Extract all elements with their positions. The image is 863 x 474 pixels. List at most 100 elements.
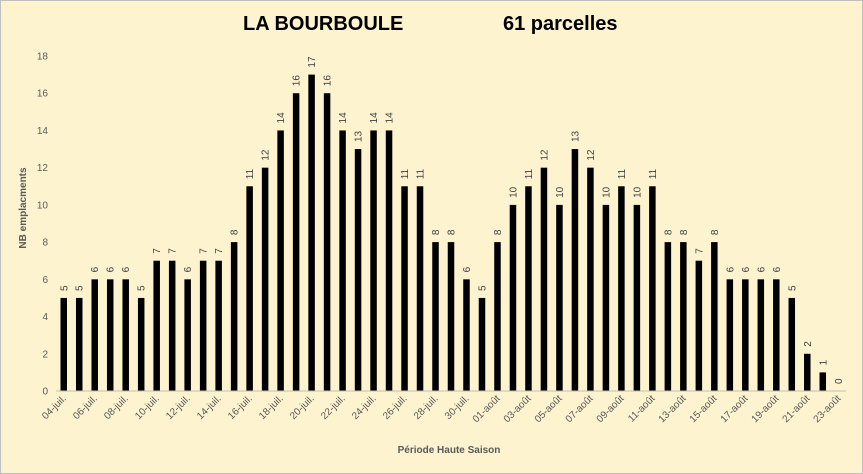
x-tick-label: 12-juil. [164,393,193,422]
x-axis-title: Période Haute Saison [398,445,501,456]
data-label: 6 [725,266,736,272]
x-tick-label: 15-août [688,393,720,425]
bar [633,204,641,391]
x-tick-label: 24-juil. [350,393,379,422]
data-label: 6 [772,266,783,272]
data-label: 7 [199,248,210,254]
bar [525,186,532,391]
bar [571,149,579,391]
bar [819,372,827,391]
data-label: 12 [261,149,272,161]
data-label: 14 [369,112,380,124]
bar [308,74,315,392]
y-axis-ticks: 0 2 4 6 8 10 12 14 16 18 [37,52,49,398]
data-label: 6 [106,266,117,272]
data-label: 8 [493,229,504,235]
data-label: 5 [137,285,148,291]
x-tick-label: 21-août [781,393,813,425]
data-label: 1 [818,359,829,365]
y-tick-label: 14 [37,126,49,137]
data-label: 8 [230,229,241,235]
x-tick-label: 20-juil. [288,393,317,422]
bar [339,130,346,391]
x-tick-label: 03-août [502,393,534,425]
bar [416,186,424,391]
bar [60,297,67,391]
bars [60,74,827,392]
y-tick-label: 18 [37,52,49,63]
data-label: 7 [168,248,179,254]
x-tick-label: 22-juil. [319,393,348,422]
data-label: 8 [710,229,721,235]
data-label: 6 [756,266,767,272]
y-tick-label: 10 [37,200,49,211]
bar [246,186,253,391]
data-label: 6 [741,266,752,272]
data-label: 5 [75,285,86,291]
bar [587,167,594,391]
x-tick-label: 18-juil. [257,393,286,422]
data-label: 11 [617,168,628,179]
x-axis-ticks: 04-juil. 06-juil. 08-juil. 10-juil. 12-juil.… [40,393,843,425]
y-tick-label: 0 [42,387,48,398]
bar [788,297,796,391]
x-tick-label: 19-août [750,393,782,425]
bar [649,186,656,391]
x-tick-label: 07-août [564,393,596,425]
bar [757,279,765,391]
y-tick-label: 2 [42,349,48,360]
y-tick-label: 16 [37,89,49,100]
x-tick-label: 06-juil. [71,393,100,422]
bar [292,93,300,391]
x-tick-label: 16-juil. [226,393,255,422]
x-tick-label: 09-août [595,393,627,425]
bar [680,242,687,391]
x-tick-label: 26-juil. [381,393,410,422]
bar [804,353,811,391]
bar [726,279,734,391]
data-label: 14 [385,112,396,124]
bar [618,186,625,391]
data-label: 7 [214,248,225,254]
bar [540,167,548,391]
data-label: 11 [648,168,659,179]
bar [215,260,222,391]
bar [478,297,486,391]
data-label: 13 [354,130,365,142]
y-tick-label: 12 [37,163,49,174]
x-tick-label: 10-juil. [133,393,162,422]
x-tick-label: 13-août [657,393,689,425]
chart-subtitle: 61 parcelles [503,13,618,35]
bar [91,279,98,391]
data-label: 2 [803,341,814,347]
x-tick-label: 08-juil. [102,393,131,422]
data-label: 10 [601,186,612,198]
bar [773,279,780,391]
bar [323,93,331,391]
data-label: 16 [292,75,303,87]
bar [509,204,517,391]
bar [401,186,408,391]
data-label: 8 [679,229,690,235]
bar [385,130,393,391]
bar [711,242,718,391]
bar [277,130,284,391]
data-label: 6 [90,266,101,272]
data-label: 8 [663,229,674,235]
data-label: 7 [152,248,163,254]
bar [261,167,269,391]
bar [199,260,207,391]
data-label: 6 [121,266,132,272]
data-label: 5 [59,285,70,291]
y-axis-title: NB emplacments [18,167,29,249]
x-tick-label: 17-août [719,393,751,425]
data-label: 6 [462,266,473,272]
data-label: 8 [431,229,442,235]
data-label: 5 [477,285,488,291]
bar [153,260,160,391]
bar [556,204,563,391]
x-tick-label: 28-juil. [412,393,441,422]
